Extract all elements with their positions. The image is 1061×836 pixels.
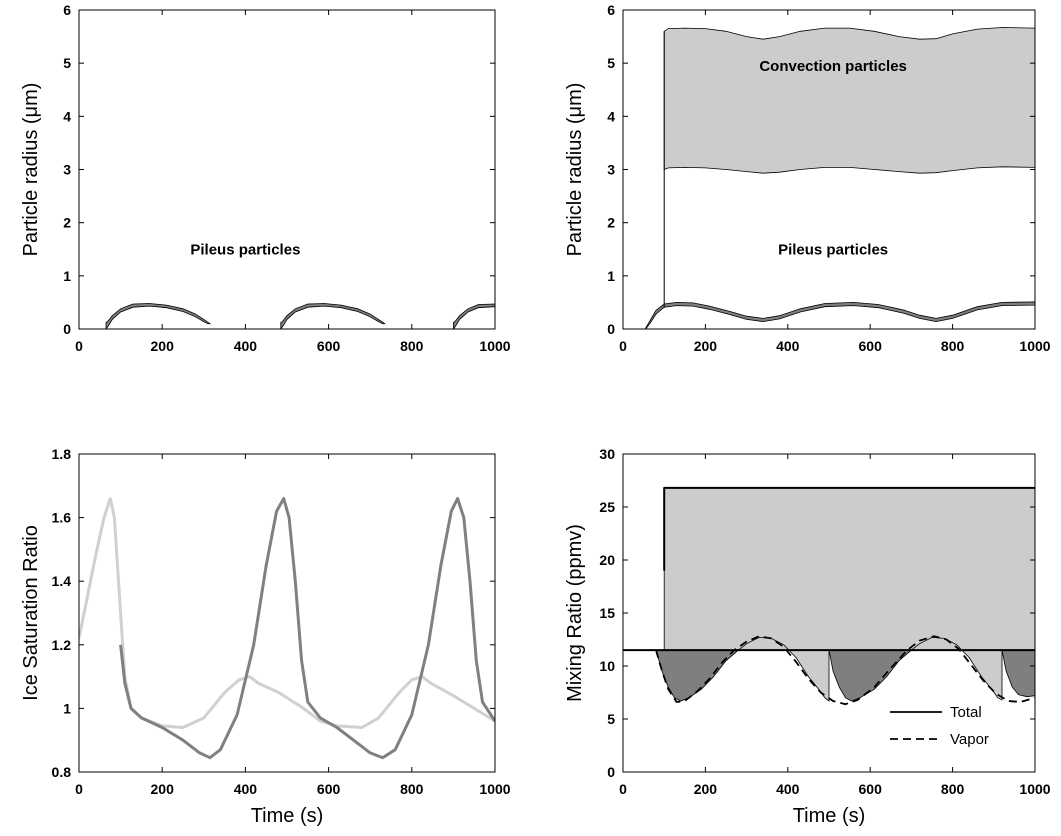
y-tick-label: 1	[607, 268, 615, 284]
x-tick-label: 1000	[479, 338, 510, 354]
y-tick-label: 5	[607, 55, 615, 71]
x-axis-label: Time (s)	[793, 805, 866, 827]
y-tick-label: 1.6	[52, 510, 72, 526]
band-top-left-1	[280, 303, 387, 329]
series-line-bottom-right-2	[655, 635, 1035, 706]
y-tick-label: 5	[607, 711, 615, 727]
y-tick-label: 25	[599, 499, 615, 515]
y-tick-label: 1.8	[52, 446, 72, 462]
y-tick-label: 0.8	[52, 764, 72, 780]
annotation: Convection particles	[759, 58, 907, 75]
y-tick-label: 1.2	[52, 637, 72, 653]
chart-bottom-left: 0 200 400 600 800 1000 0.8 1 1.2 1.4 1.6 1.8 Ice Sat…	[20, 446, 511, 827]
x-tick-label: 0	[619, 338, 627, 354]
y-tick-label: 5	[63, 55, 71, 71]
y-tick-label: 6	[607, 2, 615, 18]
y-axis-label: Particle radius (μm)	[20, 83, 42, 257]
band-bottom-right-5	[1001, 649, 1035, 698]
y-tick-label: 3	[607, 162, 615, 178]
y-tick-label: 1	[63, 700, 71, 716]
band-bottom-right-1	[737, 636, 830, 702]
y-tick-label: 2	[607, 215, 615, 231]
x-tick-label: 400	[776, 781, 800, 797]
x-tick-label: 800	[941, 781, 965, 797]
y-tick-label: 4	[63, 108, 71, 124]
legend-label: Total	[950, 704, 982, 721]
band-bottom-right-0	[663, 487, 1035, 651]
series-line-bottom-left-1	[119, 497, 495, 760]
plot-area	[623, 486, 1035, 706]
annotation: Pileus particles	[190, 242, 300, 259]
x-tick-label: 0	[619, 781, 627, 797]
x-tick-label: 600	[859, 781, 883, 797]
x-tick-label: 800	[941, 338, 965, 354]
y-axis-label: Particle radius (μm)	[564, 83, 586, 257]
chart-top-left: 0 200 400 600 800 1000 0 1 2 3 4 5 6 Particle radius …	[20, 2, 511, 354]
plot-area	[645, 27, 1035, 329]
axes-frame	[78, 453, 496, 773]
y-tick-label: 0	[607, 764, 615, 780]
band-top-left-0	[105, 303, 212, 329]
x-tick-label: 600	[317, 338, 341, 354]
x-tick-label: 1000	[1019, 338, 1050, 354]
y-tick-label: 20	[599, 552, 615, 568]
legend: Total Vapor	[890, 704, 989, 748]
band-bottom-right-2	[910, 636, 1003, 701]
y-tick-label: 2	[63, 215, 71, 231]
series-line-bottom-left-0	[79, 497, 495, 729]
band-top-right-1	[645, 301, 1035, 329]
y-axis-label: Ice Saturation Ratio	[20, 525, 42, 701]
x-tick-label: 200	[151, 781, 175, 797]
y-tick-label: 10	[599, 658, 615, 674]
x-tick-label: 400	[234, 781, 258, 797]
x-tick-label: 400	[234, 338, 258, 354]
x-tick-label: 600	[859, 338, 883, 354]
y-tick-label: 15	[599, 605, 615, 621]
x-tick-label: 800	[400, 781, 424, 797]
axes-frame	[78, 9, 496, 330]
x-tick-label: 1000	[1019, 781, 1050, 797]
y-tick-label: 3	[63, 162, 71, 178]
band-top-right-0	[663, 27, 1035, 174]
x-tick-label: 800	[400, 338, 424, 354]
x-axis-label: Time (s)	[251, 805, 324, 827]
band-top-left-2	[452, 303, 495, 329]
y-tick-label: 0	[63, 321, 71, 337]
legend-label: Vapor	[950, 731, 989, 748]
plot-area	[79, 497, 495, 760]
x-tick-label: 200	[151, 338, 175, 354]
plot-area	[105, 303, 495, 329]
x-tick-label: 600	[317, 781, 341, 797]
y-tick-label: 6	[63, 2, 71, 18]
x-tick-label: 0	[75, 338, 83, 354]
y-tick-label: 1	[63, 268, 71, 284]
x-tick-label: 1000	[479, 781, 510, 797]
y-axis-label: Mixing Ratio (ppmv)	[564, 524, 586, 702]
x-tick-label: 400	[776, 338, 800, 354]
band-bottom-right-4	[828, 649, 913, 702]
x-tick-label: 200	[694, 781, 718, 797]
y-tick-label: 1.4	[52, 573, 72, 589]
y-tick-label: 4	[607, 108, 615, 124]
annotation: Pileus particles	[778, 242, 888, 259]
series-line-bottom-right-1	[663, 486, 1035, 571]
x-tick-label: 0	[75, 781, 83, 797]
chart-top-right: 0 200 400 600 800 1000 0 1 2 3 4 5 6 Particle radius …	[564, 2, 1051, 354]
x-tick-label: 200	[694, 338, 718, 354]
y-tick-label: 30	[599, 446, 615, 462]
y-tick-label: 0	[607, 321, 615, 337]
chart-bottom-right: 0 200 400 600 800 1000 0 5 10 15 20 25 30 Mixing Rati…	[564, 446, 1051, 827]
